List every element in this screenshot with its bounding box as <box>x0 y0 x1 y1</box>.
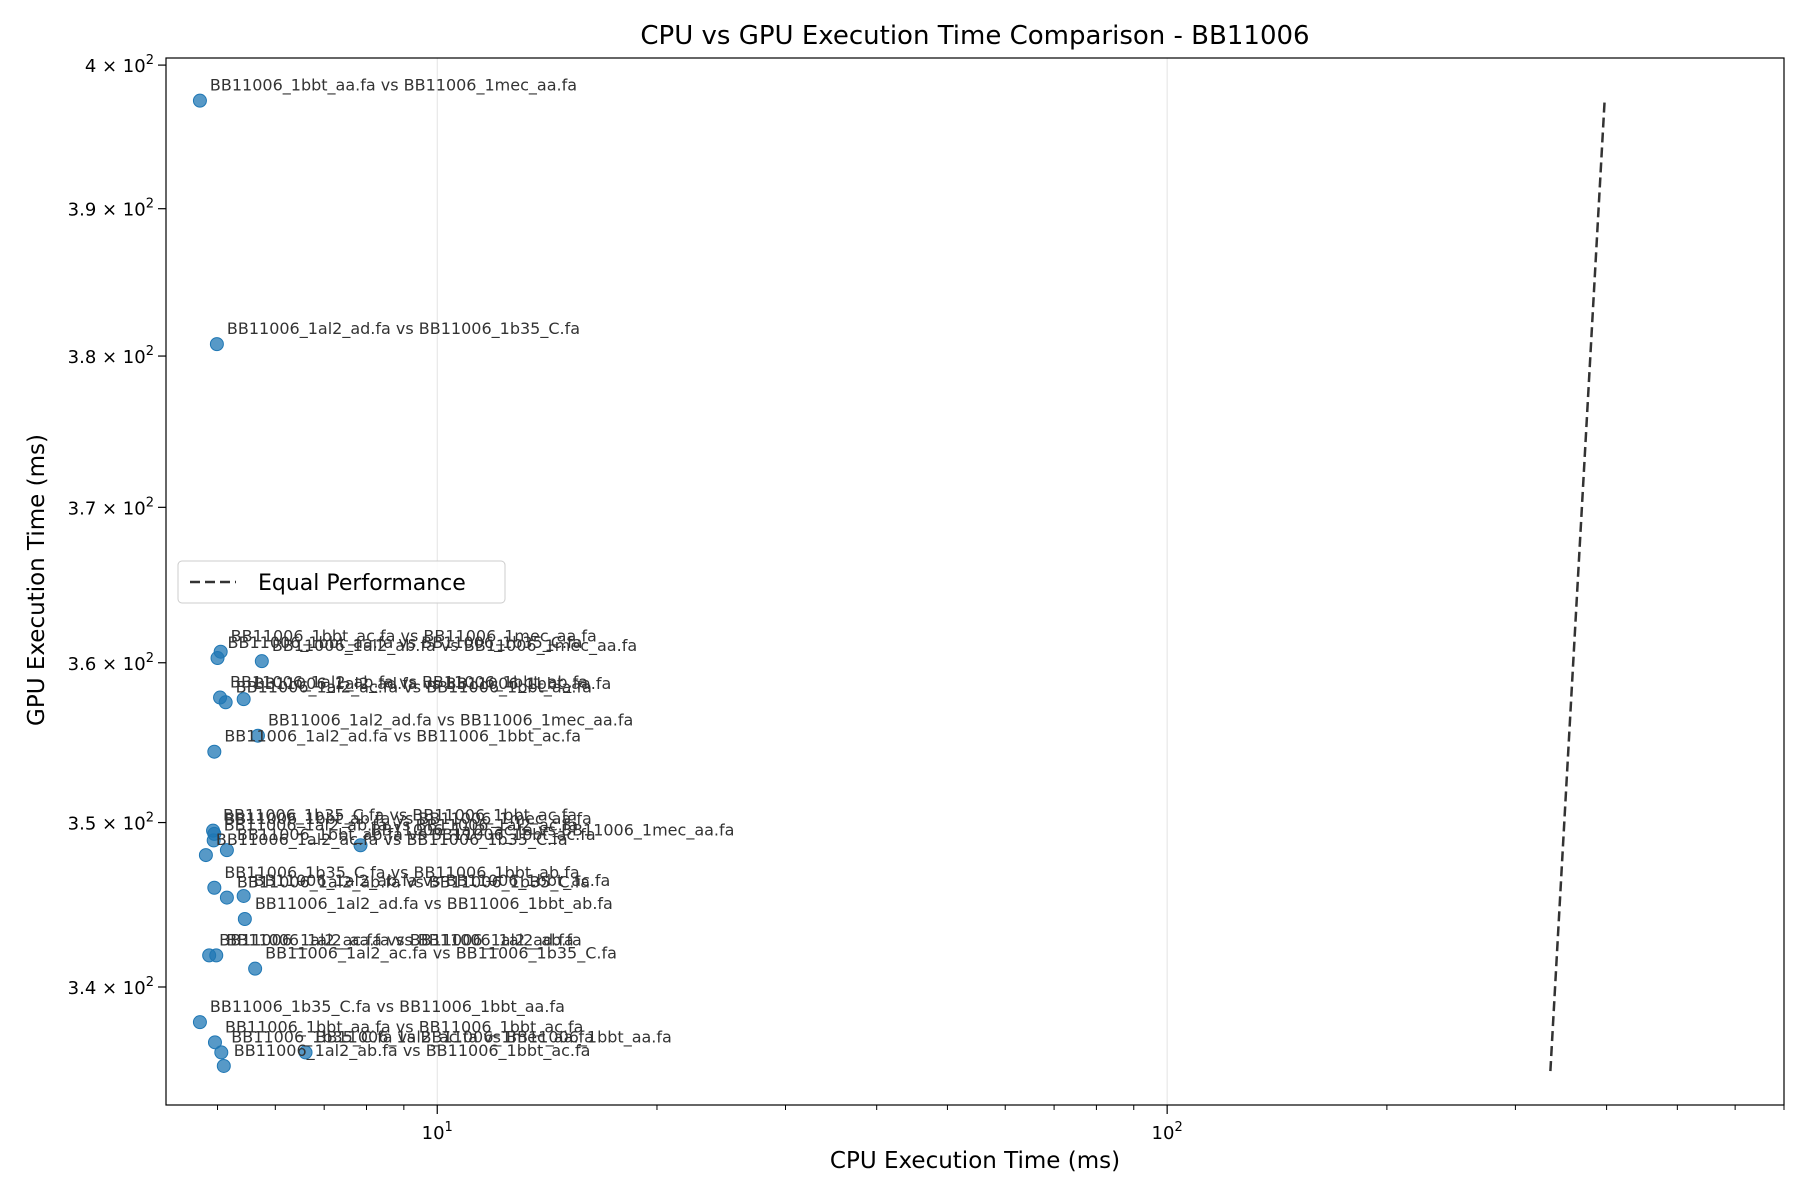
data-point <box>209 948 224 963</box>
y-tick-label: 3.8 × 102 <box>68 344 154 368</box>
point-annotation: BB11006_1bbt_ab.fa vs BB11006_1bbt_ac.fa <box>237 825 596 845</box>
data-point <box>214 1045 229 1060</box>
x-axis-ticks: 101 102 <box>217 1105 1785 1144</box>
plot-frame <box>165 57 1785 1106</box>
data-point <box>353 838 368 853</box>
point-annotation: BB11006_1bbt_ac.fa vs BB11006_1mec_aa.fa <box>231 627 597 647</box>
x-tick-label: 102 <box>1152 1120 1183 1144</box>
y-tick-label: 4 × 102 <box>85 53 154 77</box>
data-point <box>254 654 269 669</box>
data-point <box>218 695 233 710</box>
data-point <box>198 848 213 863</box>
point-annotation: BB11006_1bbt_aa.fa vs BB11006_1bbt_ac.fa <box>225 1017 583 1037</box>
point-annotation: BB11006_1al2_ab.fa vs BB11006_1mec_aa.fa <box>272 636 637 656</box>
data-point <box>219 843 234 858</box>
y-tick-label: 3.5 × 102 <box>68 811 154 835</box>
point-annotation: BB11006_1bbt_aa.fa vs BB11006_1mec_aa.fa <box>210 76 577 96</box>
point-annotation: BB11006_1b35_C.fa vs BB11006_1bbt_ac.fa <box>223 806 577 826</box>
point-annotation: BB11006_1al2_ad.fa vs BB11006_1b35_C.fa <box>227 319 580 339</box>
data-points <box>192 93 368 1073</box>
point-annotation: BB11006_1al2_ac.fa vs BB11006_1mec_aa.fa <box>371 820 735 840</box>
point-annotation: BB11006_1al2_ab.fa vs BB11006_1bbt_ab.fa <box>230 673 588 693</box>
x-tick-label: 101 <box>422 1120 453 1144</box>
point-annotation: BB11006_1bbt_aa.fa vs BB11006_1b35_C.fa <box>228 633 583 653</box>
data-point <box>207 880 222 895</box>
y-tick-label: 3.4 × 102 <box>68 975 154 999</box>
data-point <box>206 833 221 848</box>
data-point <box>298 1045 313 1060</box>
point-annotation: BB11006_1al2_aa.fa vs BB11006_1al2_ab.fa <box>226 930 582 950</box>
data-point <box>219 890 234 905</box>
point-annotation: BB11006_1al2_ab.fa vs BB11006_1bbt_ac.fa <box>234 1041 591 1061</box>
data-point <box>192 1015 207 1030</box>
chart-title: CPU vs GPU Execution Time Comparison - B… <box>640 21 1309 51</box>
y-tick-label: 3.6 × 102 <box>68 651 154 675</box>
y-tick-label: 3.9 × 102 <box>68 197 154 221</box>
point-annotation: BB11006_1bbt_ab.fa vs BB11006_1mec_aa.fa <box>224 809 591 829</box>
point-annotations: BB11006_1bbt_aa.fa vs BB11006_1mec_aa.fa… <box>210 76 735 1061</box>
y-axis-label: GPU Execution Time (ms) <box>24 434 50 726</box>
data-point <box>237 911 252 926</box>
point-annotation: BB11006_1al2_ac.fa vs BB11006_1bbt_aa.fa <box>316 1027 672 1047</box>
data-point <box>192 93 207 108</box>
point-annotation: BB11006_1al2_ad.fa vs BB11006_1bbt_aa.fa <box>254 674 612 694</box>
data-point <box>236 692 251 707</box>
point-annotation: BB11006_1al2_ab.fa vs BB11006_1al2_ac.fa <box>224 815 579 835</box>
y-tick-label: 3.7 × 102 <box>68 495 154 519</box>
point-annotation: BB11006_1al2_ac.fa vs BB11006_1b35_C.fa <box>216 830 568 850</box>
x-axis-label: CPU Execution Time (ms) <box>830 1148 1120 1174</box>
point-annotation: BB11006_1al2_ad.fa vs BB11006_1bbt_ab.fa <box>255 894 613 914</box>
point-annotation: BB11006_1al2_ac.fa vs BB11006_1bbt_aa.fa <box>236 677 592 697</box>
data-point <box>216 1058 231 1073</box>
point-annotation: BB11006_1al2_ab.fa vs BB11006_1bbt_ac.fa <box>254 871 611 891</box>
data-point <box>207 744 222 759</box>
data-point <box>209 337 224 352</box>
equal-performance-line <box>1549 100 1606 1072</box>
data-point <box>248 961 263 976</box>
data-point <box>210 651 225 666</box>
data-point <box>250 728 265 743</box>
point-annotation: BB11006_1b35_C.fa vs BB11006_1bbt_ab.fa <box>224 863 579 883</box>
point-annotation: BB11006_1al2_ab.fa vs BB11006_1b35_C.fa <box>237 873 590 893</box>
legend-label: Equal Performance <box>258 571 466 596</box>
point-annotation: BB11006_1al2_ad.fa vs BB11006_1bbt_ac.fa <box>224 727 581 747</box>
legend-box <box>177 560 506 604</box>
legend: Equal Performance <box>177 560 506 604</box>
point-annotation: BB11006_1b35_C.fa vs BB11006_1mec_aa.fa <box>231 1027 594 1047</box>
y-axis-ticks: 3.4 × 102 3.5 × 102 3.6 × 102 3.7 × 102 3.8 … <box>68 53 166 999</box>
point-annotation: BB11006_1al2_ad.fa vs BB11006_1mec_aa.fa <box>268 711 633 731</box>
point-annotation: BB11006_1al2_ac.fa vs BB11006_1b35_C.fa <box>265 944 617 964</box>
data-point <box>236 888 251 903</box>
point-annotation: BB11006_1al2_ac.fa vs BB11006_1al2_ad.fa <box>219 930 574 950</box>
point-annotation: BB11006_1b35_C.fa vs BB11006_1bbt_aa.fa <box>210 997 565 1017</box>
data-point <box>207 1035 222 1050</box>
